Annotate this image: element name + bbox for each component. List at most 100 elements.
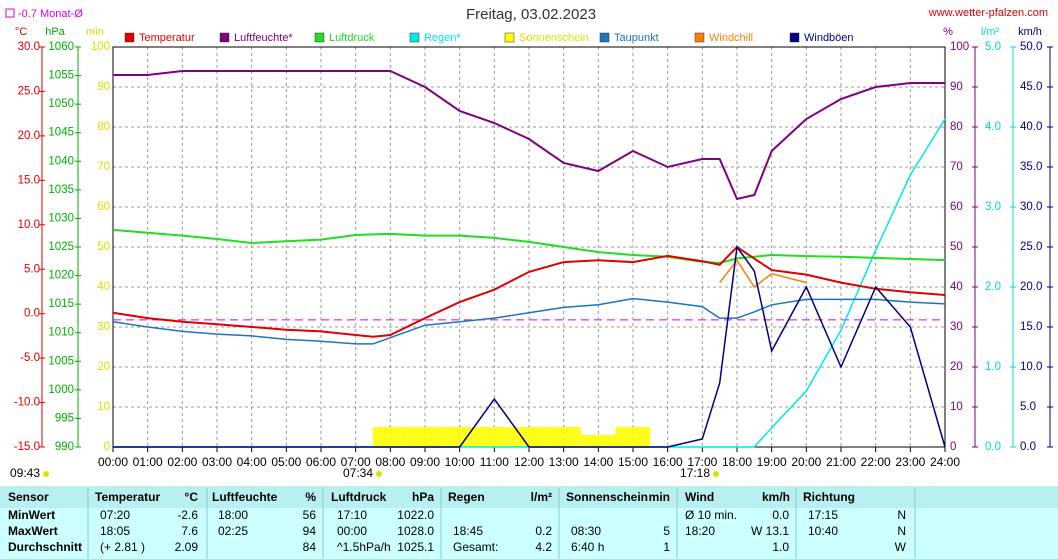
y-tick-label: 990	[55, 441, 74, 453]
legend-swatch	[314, 32, 325, 43]
avg-label: -0.7 Monat-Ø	[18, 8, 83, 20]
y-tick-label: 1035	[48, 184, 74, 196]
table-header: %	[305, 490, 316, 504]
table-cell: N	[897, 508, 906, 522]
axis-unit: km/h	[1018, 26, 1042, 38]
y-tick-label: 30.0	[1020, 201, 1042, 213]
chart-title: Freitag, 03.02.2023	[466, 6, 596, 23]
y-tick-label: 90	[97, 81, 110, 93]
legend-swatch	[694, 32, 705, 43]
table-cell: 2.09	[175, 540, 199, 554]
table-cell: -2.6	[177, 508, 198, 522]
x-tick-label: 00:00	[98, 455, 128, 469]
table-header: Wind	[685, 490, 714, 504]
axis-unit: l/m²	[981, 26, 1000, 38]
table-header: Temperatur	[95, 490, 160, 504]
y-tick-label: 1045	[48, 127, 74, 139]
legend-label: Temperatur	[139, 32, 195, 44]
legend-swatch	[124, 32, 135, 43]
series-line	[113, 245, 946, 448]
x-tick-label: 24:00	[930, 455, 960, 469]
x-tick-label: 02:00	[167, 455, 197, 469]
sun-bar	[477, 427, 512, 447]
table-header: Regen	[448, 490, 485, 504]
chart-background	[0, 0, 1058, 486]
y-tick-label: 100	[91, 41, 110, 53]
table-cell: 94	[303, 524, 317, 538]
legend-label: Luftdruck	[329, 32, 375, 44]
sun-bar	[581, 435, 616, 447]
x-tick-label: 07:00	[341, 455, 371, 469]
y-tick-label: 15.0	[1020, 321, 1042, 333]
table-cell: 1	[663, 540, 670, 554]
table-cell: 7.6	[181, 524, 198, 538]
sun-bar	[615, 427, 651, 447]
x-tick-label: 20:00	[791, 455, 821, 469]
sun-time: 07:34	[343, 466, 373, 480]
series-line	[112, 228, 946, 265]
axis-unit: min	[86, 26, 104, 38]
table-cell: 84	[303, 540, 317, 554]
legend-label: Regen*	[424, 32, 461, 44]
y-tick-label: 20	[97, 361, 110, 373]
row-label: Durchschnitt	[8, 540, 82, 554]
sun-bar	[511, 427, 547, 447]
table-header: l/m²	[531, 490, 552, 504]
y-tick-label: 10.0	[18, 219, 40, 231]
table-cell: (+ 2.81 )	[100, 540, 145, 554]
y-tick-label: 30	[97, 321, 110, 333]
legend-swatch	[409, 32, 420, 43]
table-header: Luftfeuchte	[212, 490, 278, 504]
x-tick-label: 05:00	[271, 455, 301, 469]
table-header: Sensor	[8, 490, 49, 504]
y-tick-label: 1055	[48, 70, 74, 82]
table-cell: Ø 10 min.	[685, 508, 737, 522]
x-tick-label: 15:00	[618, 455, 648, 469]
axis-unit: hPa	[45, 26, 65, 38]
y-tick-label: 70	[97, 161, 110, 173]
y-tick-label: 1010	[48, 327, 74, 339]
table-header: hPa	[412, 490, 434, 504]
sun-time: 17:18	[680, 466, 710, 480]
x-tick-label: 13:00	[549, 455, 579, 469]
x-tick-label: 14:00	[583, 455, 613, 469]
sun-bar	[407, 427, 443, 447]
x-tick-label: 10:00	[445, 455, 475, 469]
y-tick-label: 60	[950, 201, 963, 213]
x-tick-label: 23:00	[895, 455, 925, 469]
y-tick-label: 100	[950, 41, 969, 53]
table-cell: 0.2	[535, 524, 552, 538]
x-tick-label: 16:00	[653, 455, 683, 469]
x-tick-label: 17:00	[687, 455, 717, 469]
y-tick-label: 4.0	[985, 121, 1001, 133]
y-tick-label: 1025	[48, 241, 74, 253]
table-cell: 07:20	[100, 508, 130, 522]
y-tick-label: 0	[950, 441, 956, 453]
table-cell: W 13.1	[751, 524, 789, 538]
legend-swatch	[789, 32, 800, 43]
row-label: MinWert	[8, 508, 55, 522]
axis-unit: °C	[15, 26, 27, 38]
legend-label: Sonnenschein	[519, 32, 589, 44]
y-tick-label: 5.0	[24, 263, 40, 275]
table-header: Luftdruck	[331, 490, 387, 504]
series-line	[112, 245, 946, 338]
table-cell: 0.0	[772, 508, 789, 522]
table-cell: 00:00	[337, 524, 367, 538]
sun-bar	[442, 427, 477, 447]
table-header-background	[0, 486, 1058, 508]
table-cell: 18:00	[218, 508, 248, 522]
y-tick-label: 5.0	[1020, 401, 1036, 413]
table-cell: 1022.0	[397, 508, 434, 522]
y-tick-label: 1050	[48, 98, 74, 110]
y-tick-label: -5.0	[20, 352, 40, 364]
x-tick-label: 04:00	[237, 455, 267, 469]
sun-dot	[43, 471, 49, 477]
y-tick-label: 0.0	[985, 441, 1001, 453]
x-tick-label: 12:00	[514, 455, 544, 469]
x-tick-label: 06:00	[306, 455, 336, 469]
series-line	[112, 297, 946, 345]
table-cell: Gesamt:	[453, 540, 498, 554]
sun-bar	[373, 427, 408, 447]
